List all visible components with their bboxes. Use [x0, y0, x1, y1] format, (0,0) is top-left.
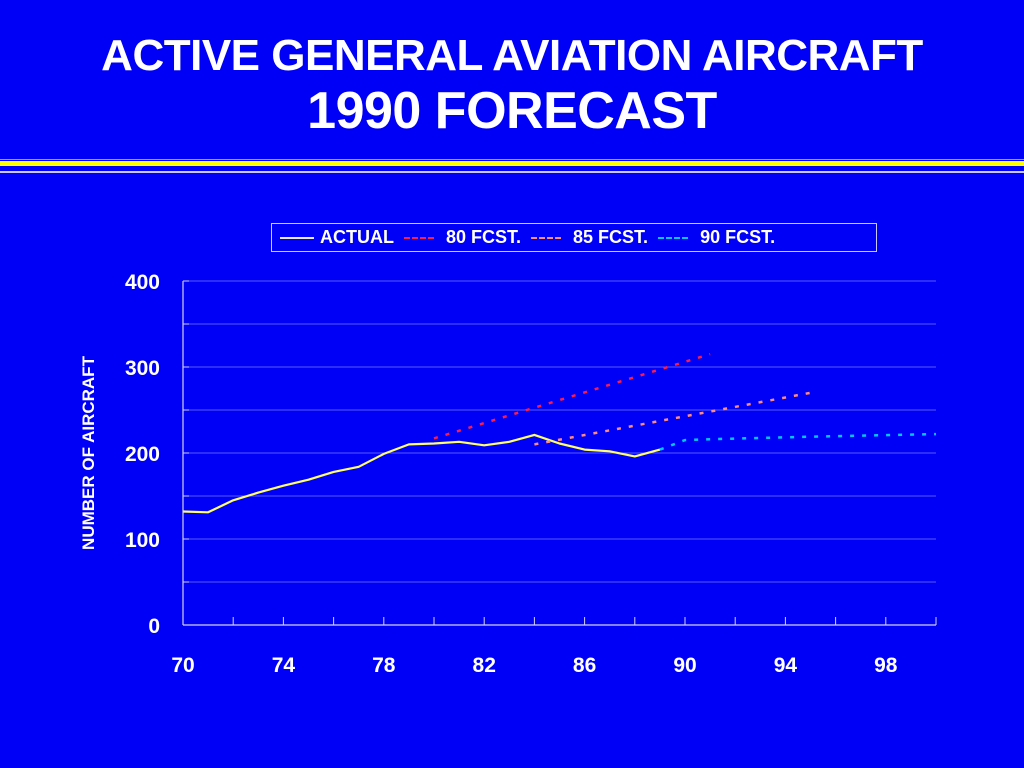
y-axis-title: NUMBER OF AIRCRAFT — [79, 355, 98, 550]
legend-item-90-fcst: 90 FCST. — [658, 227, 775, 248]
title-rule-top — [0, 159, 1024, 160]
legend-item-85-fcst: 85 FCST. — [531, 227, 648, 248]
x-tick-label: 82 — [473, 654, 496, 677]
y-tick-label: 0 — [148, 615, 160, 638]
y-tick-label: 100 — [125, 529, 160, 552]
slide-title: ACTIVE GENERAL AVIATION AIRCRAFT 1990 FO… — [0, 30, 1024, 140]
x-tick-label: 86 — [573, 654, 596, 677]
y-tick-label: 400 — [125, 271, 160, 294]
legend-swatch-actual — [280, 236, 314, 239]
title-line-1: ACTIVE GENERAL AVIATION AIRCRAFT — [101, 31, 923, 80]
x-tick-label: 94 — [774, 654, 798, 677]
x-tick-label: 78 — [372, 654, 396, 677]
title-rule-thin — [0, 171, 1024, 173]
y-tick-label: 300 — [125, 357, 160, 380]
series-90-fcst-line — [659, 432, 937, 451]
x-tick-label: 98 — [874, 654, 898, 677]
series-actual-line — [182, 433, 661, 514]
legend-label-80-fcst: 80 FCST. — [446, 227, 522, 247]
legend-swatch-90-fcst — [658, 236, 689, 239]
title-line-2: 1990 FORECAST — [307, 82, 717, 140]
legend-swatch-80-fcst — [404, 236, 434, 239]
legend-item-80-fcst: 80 FCST. — [404, 227, 521, 248]
series-80-fcst-line — [433, 352, 711, 440]
x-tick-label: 70 — [171, 654, 194, 677]
legend-item-actual: ACTUAL — [280, 227, 394, 248]
tick-labels: 0 100 200 300 400 70 74 78 82 86 90 94 98 — [125, 271, 898, 677]
y-tick-label: 200 — [125, 443, 160, 466]
chart-legend: ACTUAL 80 FCST. 85 FCST. 90 FCST. — [271, 223, 877, 252]
legend-label-90-fcst: 90 FCST. — [700, 227, 776, 247]
axes — [182, 280, 937, 626]
grid-lines — [183, 280, 936, 583]
x-tick-label: 74 — [272, 654, 296, 677]
series-lines — [182, 352, 937, 514]
legend-label-actual: ACTUAL — [320, 227, 394, 247]
x-tick-label: 90 — [673, 654, 696, 677]
title-rule-yellow — [0, 161, 1024, 166]
legend-label-85-fcst: 85 FCST. — [573, 227, 649, 247]
legend-swatch-85-fcst — [531, 236, 562, 239]
